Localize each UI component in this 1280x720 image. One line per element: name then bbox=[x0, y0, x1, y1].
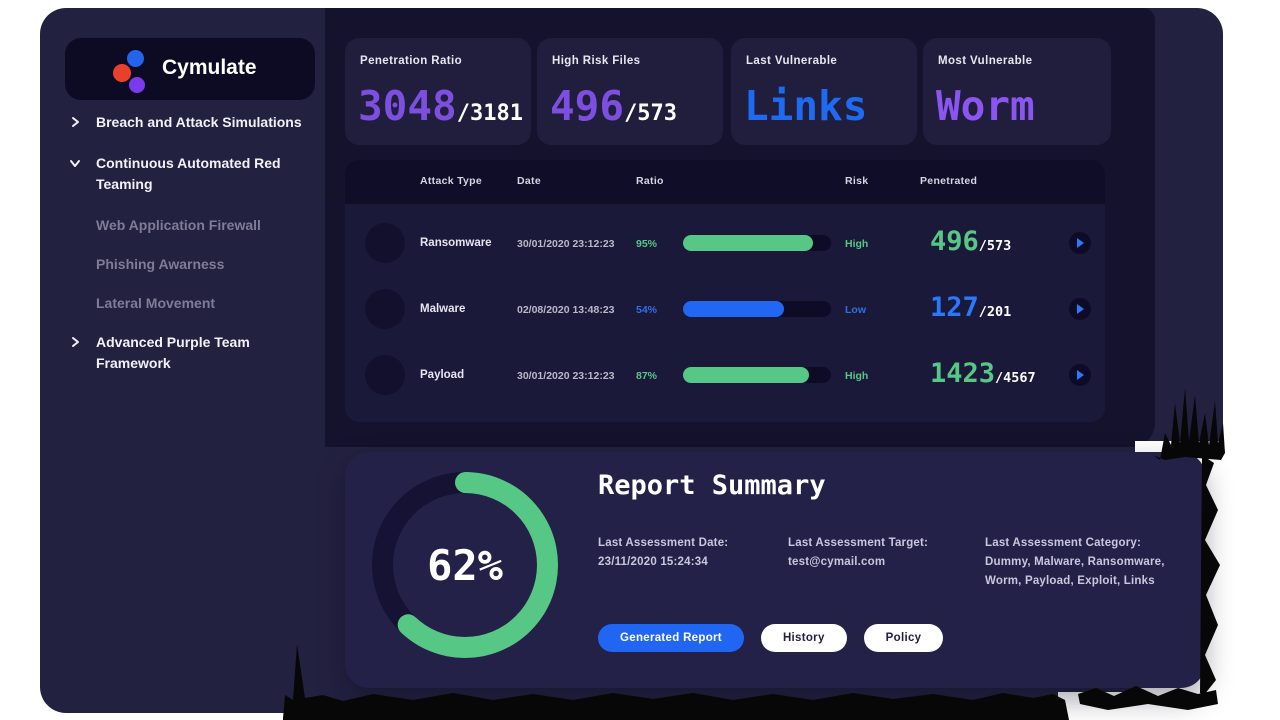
penetrated-total: /4567 bbox=[995, 370, 1036, 386]
logo-text: Cymulate bbox=[162, 56, 257, 79]
play-icon bbox=[1077, 304, 1084, 314]
col-header-risk: Risk bbox=[845, 175, 869, 187]
sidebar-item-label: Phishing Awarness bbox=[96, 256, 225, 272]
sidebar-item-web-application-firewall[interactable]: Web Application Firewall bbox=[68, 215, 308, 236]
report-summary-card: 62% Report Summary Last Assessment Date:… bbox=[345, 452, 1205, 688]
penetrated-total: /201 bbox=[978, 304, 1012, 320]
sidebar-item-label: Lateral Movement bbox=[96, 295, 216, 311]
history-button[interactable]: History bbox=[760, 624, 847, 652]
last-assessment-date-field: Last Assessment Date: 23/11/2020 15:24:3… bbox=[598, 534, 773, 572]
ratio-bar bbox=[683, 367, 831, 383]
stat-value: Links bbox=[744, 82, 868, 130]
stat-card-last-vulnerable: Last Vulnerable Links bbox=[731, 38, 917, 145]
col-header-penetrated: Penetrated bbox=[920, 175, 978, 187]
chevron-right-icon bbox=[68, 335, 82, 349]
sidebar-item-label: Continuous Automated Red Teaming bbox=[96, 155, 281, 192]
field-label: Last Assessment Date: bbox=[598, 537, 729, 549]
logo-card: Cymulate bbox=[65, 38, 315, 100]
play-icon bbox=[1077, 238, 1084, 248]
stat-label: Penetration Ratio bbox=[360, 55, 463, 67]
ratio-percent: 95% bbox=[636, 238, 658, 250]
ratio-percent: 54% bbox=[636, 304, 658, 316]
sidebar-item-label: Web Application Firewall bbox=[96, 217, 261, 233]
ratio-percent: 87% bbox=[636, 370, 658, 382]
field-label: Last Assessment Category: bbox=[985, 537, 1142, 549]
last-assessment-target-field: Last Assessment Target: test@cymail.com bbox=[788, 534, 973, 572]
stat-label: Last Vulnerable bbox=[746, 55, 838, 67]
stat-label: High Risk Files bbox=[552, 55, 641, 67]
stat-value: 3048 bbox=[358, 82, 457, 130]
attack-type: Malware bbox=[420, 303, 466, 315]
sidebar-item-label: Breach and Attack Simulations bbox=[96, 114, 302, 130]
stat-card-most-vulnerable: Most Vulnerable Worm bbox=[923, 38, 1111, 145]
donut-arc-start-cap bbox=[454, 472, 476, 493]
stat-value: Worm bbox=[936, 82, 1035, 130]
attack-avatar bbox=[365, 355, 405, 395]
attack-avatar bbox=[365, 289, 405, 329]
generated-report-button[interactable]: Generated Report bbox=[598, 624, 744, 652]
penetrated-value: 496 bbox=[930, 226, 979, 257]
stat-total: /573 bbox=[624, 101, 678, 126]
risk-level: Low bbox=[845, 304, 866, 316]
sidebar-nav: Breach and Attack Simulations Continuous… bbox=[68, 112, 308, 394]
table-header: Attack Type Date Ratio Risk Penetrated bbox=[345, 160, 1105, 204]
logo-dot-red bbox=[113, 64, 131, 82]
completion-donut: 62% bbox=[372, 472, 558, 658]
cymulate-logo-icon bbox=[113, 50, 153, 93]
attack-avatar bbox=[365, 223, 405, 263]
donut-percent-label: 62% bbox=[427, 540, 503, 590]
sidebar-item-continuous-automated-red-teaming[interactable]: Continuous Automated Red Teaming bbox=[68, 153, 308, 195]
attack-type: Ransomware bbox=[420, 237, 492, 249]
attack-date: 30/01/2020 23:12:23 bbox=[517, 238, 615, 250]
table-row: Ransomware 30/01/2020 23:12:23 95% High … bbox=[345, 210, 1105, 276]
sidebar-item-label: Advanced Purple Team Framework bbox=[96, 334, 250, 371]
col-header-attack-type: Attack Type bbox=[420, 175, 483, 187]
table-row: Payload 30/01/2020 23:12:23 87% High 142… bbox=[345, 342, 1105, 408]
sidebar-item-advanced-purple-team[interactable]: Advanced Purple Team Framework bbox=[68, 332, 308, 374]
sidebar-item-breach-and-attack[interactable]: Breach and Attack Simulations bbox=[68, 112, 308, 133]
report-summary-title: Report Summary bbox=[598, 470, 826, 501]
logo-dot-purple bbox=[129, 77, 145, 93]
col-header-ratio: Ratio bbox=[636, 175, 664, 187]
penetrated-value: 127 bbox=[930, 292, 979, 323]
sidebar-item-lateral-movement[interactable]: Lateral Movement bbox=[68, 293, 308, 314]
penetrated-value: 1423 bbox=[930, 358, 996, 389]
ratio-bar bbox=[683, 301, 831, 317]
risk-level: High bbox=[845, 370, 869, 382]
logo-dot-blue bbox=[127, 50, 144, 67]
report-buttons: Generated Report History Policy bbox=[598, 624, 944, 652]
ratio-bar-fill bbox=[683, 235, 814, 251]
sidebar-item-phishing-awarness[interactable]: Phishing Awarness bbox=[68, 254, 308, 275]
attack-date: 30/01/2020 23:12:23 bbox=[517, 370, 615, 382]
ratio-bar-fill bbox=[683, 301, 784, 317]
donut-hole: 62% bbox=[393, 493, 537, 637]
field-label: Last Assessment Target: bbox=[788, 537, 929, 549]
field-value: Dummy, Malware, Ransomware, Worm, Payloa… bbox=[985, 556, 1165, 587]
chevron-down-icon bbox=[68, 156, 82, 170]
field-value: test@cymail.com bbox=[788, 556, 886, 568]
play-icon bbox=[1077, 370, 1084, 380]
attack-date: 02/08/2020 13:48:23 bbox=[517, 304, 615, 316]
ratio-bar bbox=[683, 235, 831, 251]
chevron-right-icon bbox=[68, 115, 82, 129]
attack-type: Payload bbox=[420, 369, 465, 381]
last-assessment-category-field: Last Assessment Category: Dummy, Malware… bbox=[985, 534, 1197, 591]
play-button[interactable] bbox=[1069, 232, 1091, 254]
attack-table: Attack Type Date Ratio Risk Penetrated R… bbox=[345, 160, 1105, 422]
stat-total: /3181 bbox=[456, 101, 523, 126]
col-header-date: Date bbox=[517, 175, 541, 187]
table-row: Malware 02/08/2020 13:48:23 54% Low 127/… bbox=[345, 276, 1105, 342]
field-value: 23/11/2020 15:24:34 bbox=[598, 556, 708, 568]
play-button[interactable] bbox=[1069, 298, 1091, 320]
stat-card-high-risk-files: High Risk Files 496/573 bbox=[537, 38, 723, 145]
stat-value: 496 bbox=[550, 82, 625, 130]
stat-label: Most Vulnerable bbox=[938, 55, 1033, 67]
play-button[interactable] bbox=[1069, 364, 1091, 386]
ratio-bar-fill bbox=[683, 367, 809, 383]
penetrated-total: /573 bbox=[978, 238, 1012, 254]
stat-card-penetration-ratio: Penetration Ratio 3048/3181 bbox=[345, 38, 531, 145]
risk-level: High bbox=[845, 238, 869, 250]
policy-button[interactable]: Policy bbox=[863, 624, 944, 652]
